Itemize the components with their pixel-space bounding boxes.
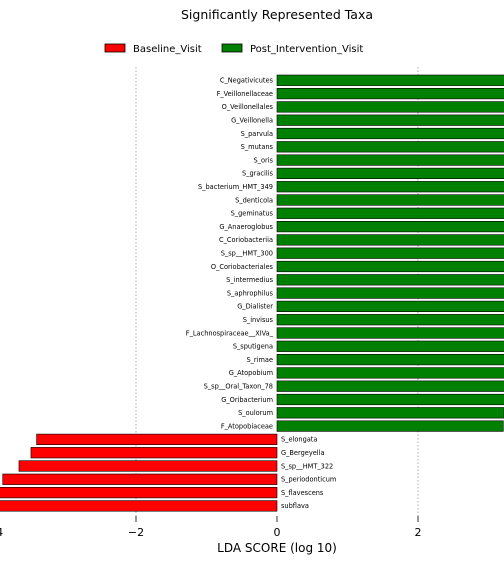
bar-label: subflava — [281, 502, 309, 510]
x-tick-label: −2 — [128, 526, 144, 539]
bar-label: O_Veillonellales — [222, 103, 274, 111]
bar — [2, 473, 278, 485]
bar-label: G_Veillonella — [231, 117, 273, 125]
bar — [276, 88, 504, 100]
bar-label: G_Dialister — [237, 303, 273, 311]
bar-label: S_sp__Oral_Taxon_78 — [204, 383, 273, 391]
bar — [276, 260, 504, 273]
legend-label-post-intervention: Post_Intervention_Visit — [250, 44, 363, 55]
bar — [0, 486, 278, 499]
legend-swatch-baseline — [104, 43, 126, 53]
bar — [18, 460, 278, 472]
bar-label: S_flavescens — [281, 489, 324, 497]
bar-label: S_gracilis — [242, 170, 274, 178]
chart-title: Significantly Represented Taxa — [181, 7, 373, 22]
bar — [276, 300, 504, 313]
bar-label: C_Negativicutes — [220, 77, 274, 85]
bar — [276, 234, 504, 246]
bar-label: C_Coriobacteriia — [219, 236, 273, 244]
bar-label: S_rimae — [246, 356, 273, 364]
bar-label: S_sp__HMT_322 — [281, 462, 333, 470]
x-tick-label: 2 — [415, 526, 422, 539]
bar-label: F_Lachnospiraceae__XIVa_ — [186, 329, 274, 337]
bar-label: S_parvula — [241, 130, 273, 138]
bar — [276, 154, 504, 166]
bar-label: S_bacterium_HMT_349 — [198, 183, 273, 191]
bar-label: S_oulorum — [238, 409, 273, 417]
bar — [276, 380, 504, 392]
bar-label: S_elongata — [281, 436, 317, 444]
bar — [276, 367, 504, 379]
bar — [0, 500, 278, 512]
x-tick-label: −4 — [0, 526, 3, 539]
bar — [276, 353, 504, 366]
legend-swatch-post-intervention — [221, 43, 243, 53]
bar-label: F_Veillonellaceae — [217, 90, 273, 98]
bar-label: S_sputigena — [233, 343, 273, 351]
bar — [276, 141, 504, 153]
bar — [276, 207, 504, 219]
bar-label: S_periodonticum — [281, 476, 336, 484]
bar-label: S_invisus — [243, 316, 274, 324]
bar-label: S_mutans — [241, 143, 274, 151]
bar-label: S_denticola — [235, 196, 273, 204]
bar — [276, 274, 504, 286]
bar-label: S_intermedius — [226, 276, 273, 284]
x-tick-label: 0 — [274, 526, 281, 539]
bar-label: G_Anaeroglobus — [219, 223, 273, 231]
bar — [276, 101, 504, 113]
legend: Baseline_Visit Post_Intervention_Visit — [104, 43, 363, 55]
bar — [276, 314, 504, 326]
bar — [276, 420, 504, 432]
bar — [276, 74, 504, 86]
bar — [30, 447, 278, 459]
bar — [276, 114, 504, 126]
bar — [276, 393, 504, 406]
bar — [276, 221, 504, 233]
bar — [276, 340, 504, 352]
bar — [36, 433, 278, 446]
x-axis: −4−2024 — [0, 516, 422, 539]
bar — [276, 127, 504, 140]
bar — [276, 287, 504, 299]
legend-label-baseline: Baseline_Visit — [133, 44, 202, 55]
bars-group — [0, 74, 504, 512]
bar-label: G_Bergeyella — [281, 449, 325, 457]
bar — [276, 167, 504, 180]
bar — [276, 407, 504, 419]
bar — [276, 247, 504, 259]
x-axis-label: LDA SCORE (log 10) — [217, 541, 337, 555]
bar-labels-group: C_Negativicutes F_Veillonellaceae O_Veillo… — [186, 77, 337, 511]
bar — [276, 194, 504, 206]
bar-label: S_sp__HMT_300 — [221, 250, 273, 258]
bar-label: S_geminatus — [231, 210, 274, 218]
bar-label: F_Atopobiaceae — [221, 422, 273, 430]
bar-label: O_Coriobacteriales — [211, 263, 274, 271]
bar — [276, 181, 504, 193]
bar — [276, 327, 504, 339]
bar-label: S_aphrophilus — [227, 289, 274, 297]
bar-label: S_oris — [254, 156, 274, 164]
bar-label: G_Oribacterium — [221, 396, 273, 404]
bar-label: G_Atopobium — [229, 369, 273, 377]
